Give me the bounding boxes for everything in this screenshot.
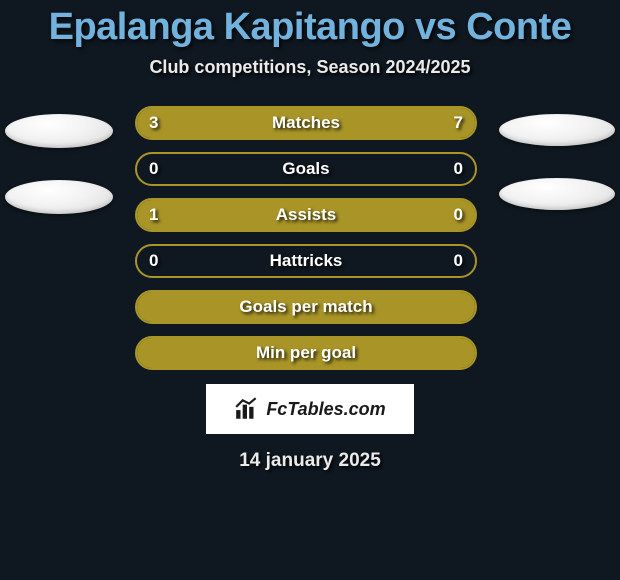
- stat-label: Goals per match: [239, 297, 372, 317]
- player-avatar-left-1: [5, 114, 113, 148]
- stat-value-right: 0: [454, 251, 463, 271]
- stat-bar: Goals per match: [135, 290, 477, 324]
- stat-value-left: 1: [149, 205, 158, 225]
- stat-value-left: 3: [149, 113, 158, 133]
- right-avatar-column: [499, 106, 615, 210]
- stat-label: Hattricks: [270, 251, 343, 271]
- bar-fill-right: [428, 200, 475, 230]
- subtitle: Club competitions, Season 2024/2025: [149, 57, 470, 78]
- stat-value-right: 0: [454, 205, 463, 225]
- left-avatar-column: [5, 106, 113, 214]
- stat-value-right: 7: [454, 113, 463, 133]
- stat-value-left: 0: [149, 159, 158, 179]
- date-label: 14 january 2025: [239, 450, 381, 472]
- comparison-card: Epalanga Kapitango vs Conte Club competi…: [0, 0, 620, 472]
- main-row: Matches37Goals00Assists10Hattricks00Goal…: [0, 106, 620, 370]
- stat-value-left: 0: [149, 251, 158, 271]
- stat-label: Goals: [282, 159, 329, 179]
- stat-label: Matches: [272, 113, 340, 133]
- stat-label: Assists: [276, 205, 336, 225]
- stat-label: Min per goal: [256, 343, 356, 363]
- stat-bars: Matches37Goals00Assists10Hattricks00Goal…: [135, 106, 477, 370]
- player-avatar-right-1: [499, 114, 615, 146]
- brand-badge: FcTables.com: [206, 384, 414, 434]
- player-avatar-left-2: [5, 180, 113, 214]
- stat-bar: Goals 0 0: [135, 152, 477, 186]
- player-avatar-right-2: [499, 178, 615, 210]
- brand-text: FcTables.com: [266, 399, 385, 420]
- stat-bar: Assists 1 0: [135, 198, 477, 232]
- stat-bar: Hattricks 0 0: [135, 244, 477, 278]
- stat-bar: Matches 3 7: [135, 106, 477, 140]
- stat-bar: Min per goal: [135, 336, 477, 370]
- stat-value-right: 0: [454, 159, 463, 179]
- brand-chart-icon: [234, 396, 260, 422]
- page-title: Epalanga Kapitango vs Conte: [49, 6, 572, 49]
